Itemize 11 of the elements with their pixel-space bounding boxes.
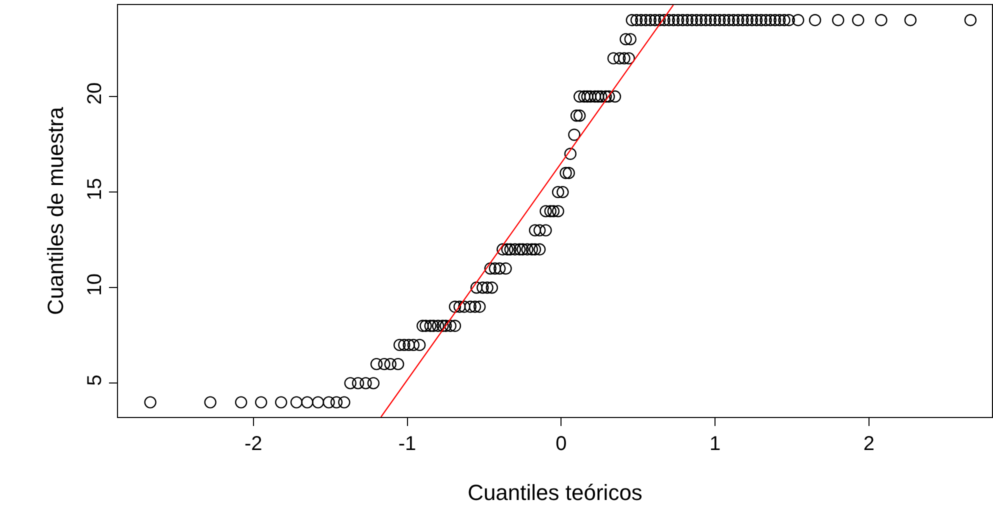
x-tick-label: -1 (398, 433, 416, 455)
y-axis-title: Cuantiles de muestra (42, 106, 68, 315)
x-axis-title: Cuantiles teóricos (468, 480, 642, 505)
y-tick-label: 20 (84, 82, 106, 105)
x-tick-label: 1 (709, 433, 721, 455)
x-tick-label: 2 (863, 433, 874, 455)
y-tick-label: 15 (84, 178, 106, 200)
y-tick-label: 5 (84, 374, 106, 386)
x-tick-label: -2 (244, 433, 262, 455)
y-tick-label: 10 (84, 274, 106, 296)
x-tick-label: 0 (556, 433, 567, 455)
